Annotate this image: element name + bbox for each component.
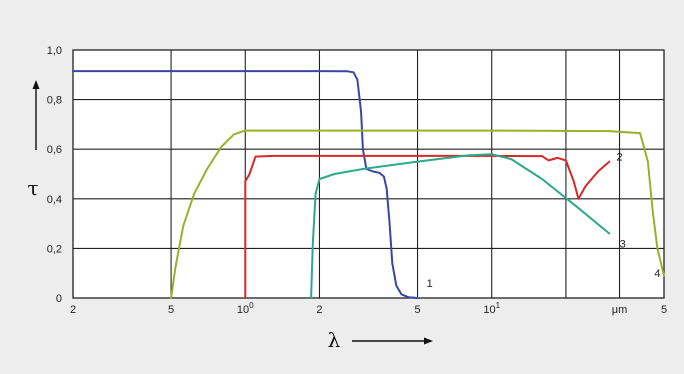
series-2-label: 2 xyxy=(616,152,622,164)
series-2-line xyxy=(244,154,611,299)
x-tick-label: 101 xyxy=(483,301,500,316)
series-1-label: 1 xyxy=(427,278,433,290)
y-tick-label: 0,8 xyxy=(47,95,62,107)
x-axis-arrowhead xyxy=(424,337,433,345)
series-4-label: 4 xyxy=(654,268,660,280)
plot-frame xyxy=(72,49,665,299)
series-3-line xyxy=(310,153,611,299)
series-3-label: 3 xyxy=(620,238,626,250)
y-axis-label: τ xyxy=(27,176,38,200)
y-tick-label: 1,0 xyxy=(47,45,62,57)
x-tick-label: 2 xyxy=(70,304,76,316)
x-tick-label: 2 xyxy=(316,304,322,316)
y-tick-label: 0,2 xyxy=(47,243,62,255)
x-tick-label: 5 xyxy=(168,304,174,316)
x-tick-label: 5 xyxy=(661,304,667,316)
x-tick-label: 100 xyxy=(237,301,254,316)
grid-layer xyxy=(72,49,665,299)
curve-labels: 1 2 3 4 xyxy=(427,152,661,290)
axis-titles: τ λ xyxy=(27,80,433,352)
y-tick-label: 0,4 xyxy=(47,194,62,206)
tick-labels: 0 0,2 0,4 0,6 0,8 1,0 2 5 100 2 5 101 μm 5 xyxy=(47,45,667,316)
x-tick-label: μm xyxy=(612,304,628,316)
x-tick-label: 5 xyxy=(414,304,420,316)
y-axis-arrowhead xyxy=(32,80,40,89)
y-tick-label: 0,6 xyxy=(47,144,62,156)
plot-area xyxy=(73,50,664,298)
series-4-line xyxy=(170,129,665,299)
y-tick-label: 0 xyxy=(56,293,62,305)
curve-layer xyxy=(72,70,665,299)
series-1-line xyxy=(72,70,419,299)
x-axis-label: λ xyxy=(328,328,341,352)
